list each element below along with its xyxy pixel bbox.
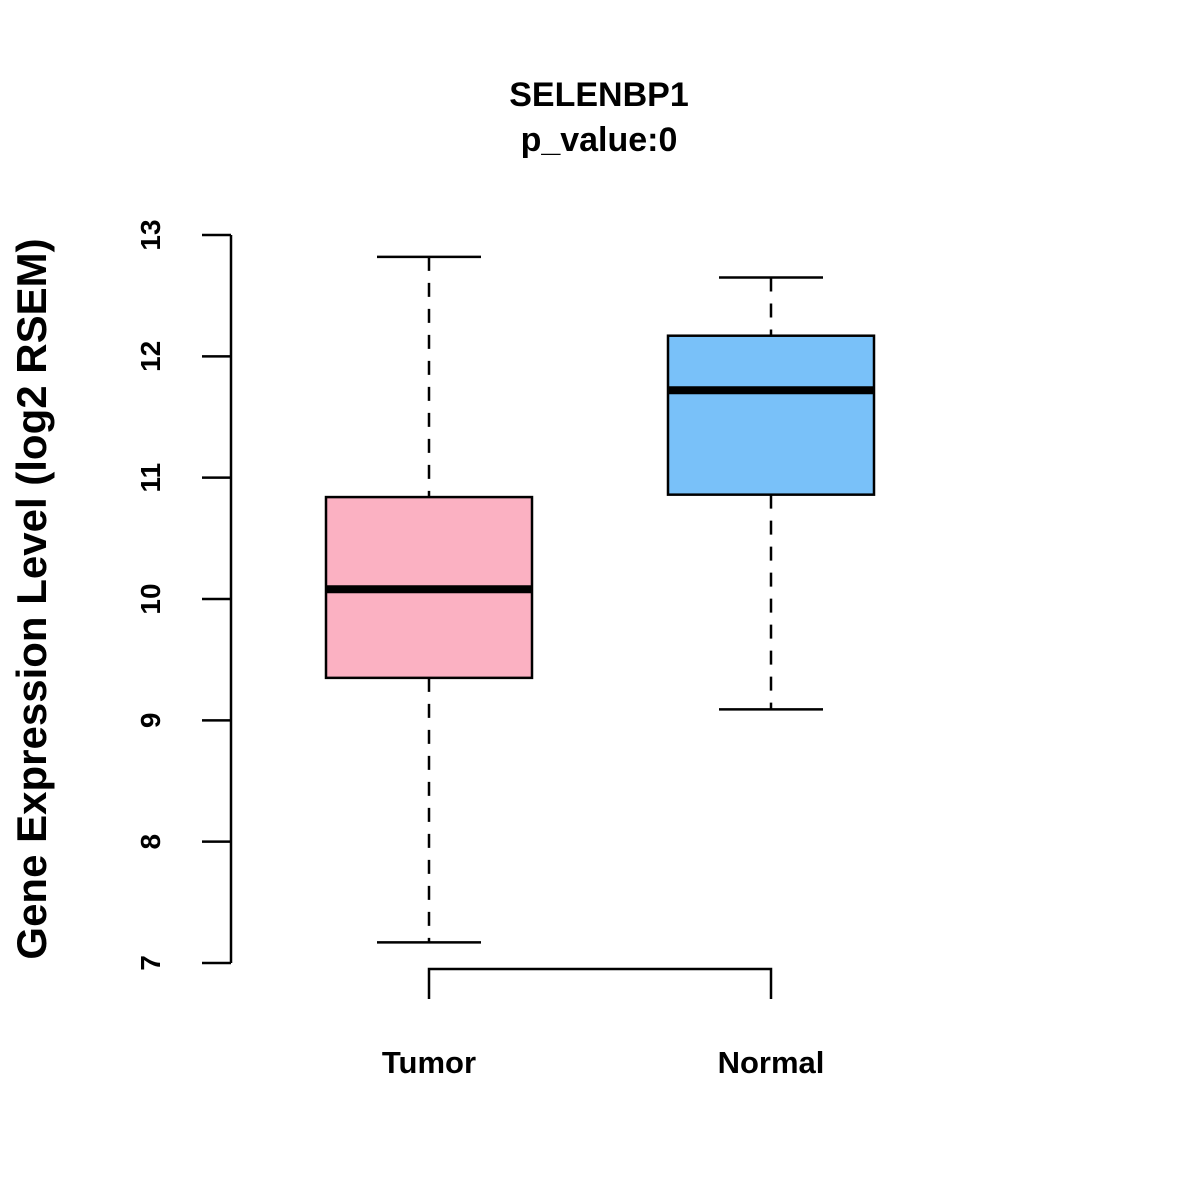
- y-tick-label: 11: [135, 463, 166, 493]
- y-tick-label: 12: [135, 341, 166, 372]
- bracket-line: [427, 967, 773, 999]
- x-axis-labels: Tumor Normal: [382, 1045, 824, 1080]
- chart-subtitle: p_value:0: [521, 121, 678, 159]
- y-tick-label: 10: [135, 583, 166, 614]
- chart-title: SELENBP1: [509, 76, 689, 114]
- y-tick-label: 8: [135, 834, 166, 850]
- iqr-box: [666, 334, 876, 496]
- y-tick-label: 13: [135, 219, 166, 250]
- box-normal: [666, 276, 876, 711]
- box-tumor: [324, 255, 534, 944]
- y-tick-label: 9: [135, 713, 166, 729]
- x-label-tumor: Tumor: [382, 1045, 476, 1080]
- comparison-bracket: [427, 967, 773, 999]
- y-tick-label: 7: [135, 955, 166, 971]
- y-axis-label: Gene Expression Level (log2 RSEM): [8, 238, 55, 959]
- x-label-normal: Normal: [718, 1045, 825, 1080]
- boxes: [324, 255, 876, 944]
- y-axis-ticks: 7 8 9 10 11 12 13: [135, 219, 231, 971]
